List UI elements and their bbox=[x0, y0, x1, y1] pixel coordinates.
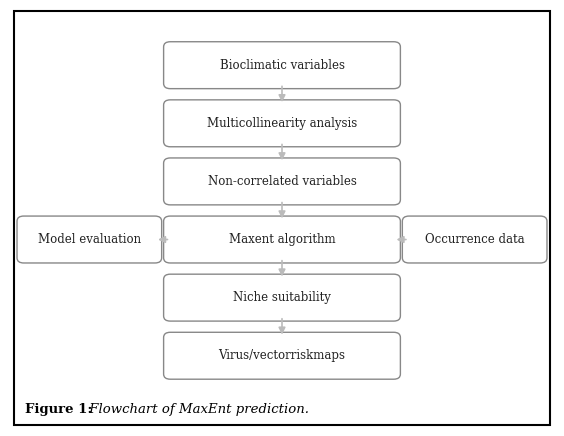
FancyBboxPatch shape bbox=[164, 216, 400, 263]
Text: Niche suitability: Niche suitability bbox=[233, 291, 331, 304]
Text: Multicollinearity analysis: Multicollinearity analysis bbox=[207, 117, 357, 130]
FancyBboxPatch shape bbox=[164, 42, 400, 89]
FancyBboxPatch shape bbox=[14, 11, 550, 425]
Text: Figure 1:: Figure 1: bbox=[25, 403, 92, 416]
FancyBboxPatch shape bbox=[164, 158, 400, 205]
FancyBboxPatch shape bbox=[164, 274, 400, 321]
Text: Flowchart of MaxEnt prediction.: Flowchart of MaxEnt prediction. bbox=[85, 403, 310, 416]
FancyBboxPatch shape bbox=[17, 216, 162, 263]
FancyBboxPatch shape bbox=[164, 100, 400, 147]
Text: Maxent algorithm: Maxent algorithm bbox=[228, 233, 336, 246]
Text: Model evaluation: Model evaluation bbox=[38, 233, 141, 246]
FancyBboxPatch shape bbox=[402, 216, 547, 263]
Text: Non-correlated variables: Non-correlated variables bbox=[208, 175, 356, 188]
Text: Virus/vectorriskmaps: Virus/vectorriskmaps bbox=[218, 349, 346, 362]
Text: Bioclimatic variables: Bioclimatic variables bbox=[219, 59, 345, 72]
FancyBboxPatch shape bbox=[164, 332, 400, 379]
Text: Occurrence data: Occurrence data bbox=[425, 233, 525, 246]
